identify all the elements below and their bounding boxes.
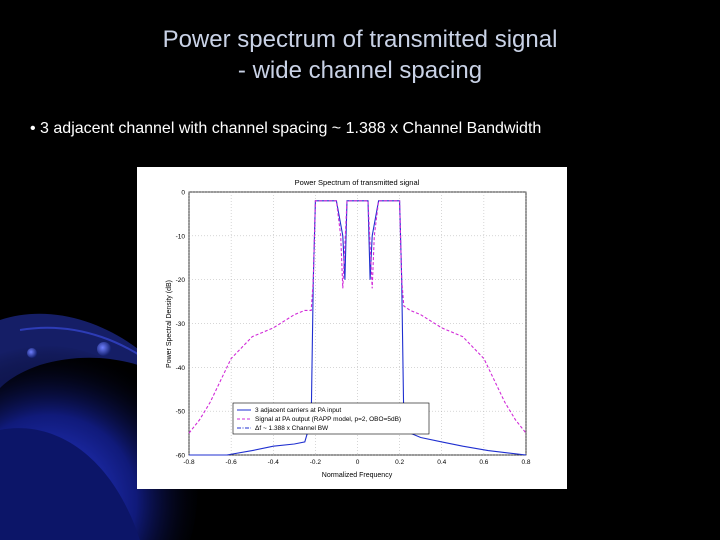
legend-entry-1: 3 adjacent carriers at PA input: [255, 407, 341, 414]
slide-title: Power spectrum of transmitted signal - w…: [0, 24, 720, 86]
bullet-text: • 3 adjacent channel with channel spacin…: [30, 120, 542, 137]
legend-entry-2: Signal at PA output (RAPP model, p=2, OB…: [255, 416, 401, 423]
spectrum-figure: -0.8 -0.6 -0.4 -0.2 0 0.2 0.4 0.6 0.8 0 -10 -20 -30 -…: [137, 167, 567, 489]
y-tick-label: -30: [176, 321, 186, 328]
x-tick-label: 0.4: [437, 459, 446, 466]
axis-ticks: -0.8 -0.6 -0.4 -0.2 0 0.2 0.4 0.6 0.8 0 -10 -20 -30 -…: [176, 190, 531, 467]
y-tick-label: 0: [181, 190, 185, 197]
x-tick-label: 0.6: [479, 459, 488, 466]
y-tick-label: -40: [176, 365, 186, 372]
x-tick-label: -0.2: [310, 459, 322, 466]
x-tick-label: 0.8: [521, 459, 530, 466]
x-tick-label: 0.2: [395, 459, 404, 466]
chart-title: Power Spectrum of transmitted signal: [295, 178, 420, 187]
spectrum-chart: -0.8 -0.6 -0.4 -0.2 0 0.2 0.4 0.6 0.8 0 -10 -20 -30 -…: [166, 178, 531, 479]
y-tick-label: -20: [176, 277, 186, 284]
x-tick-label: 0: [356, 459, 360, 466]
series-layer: [188, 200, 527, 456]
y-tick-label: -10: [176, 233, 186, 240]
title-line-1: Power spectrum of transmitted signal: [162, 26, 558, 53]
series-line-1: [189, 200, 527, 456]
y-tick-label: -60: [176, 453, 186, 460]
legend: 3 adjacent carriers at PA input Signal a…: [232, 402, 430, 435]
x-tick-label: -0.6: [226, 459, 238, 466]
x-tick-label: -0.8: [183, 459, 195, 466]
y-tick-label: -50: [176, 409, 186, 416]
series-line-2: [188, 200, 527, 434]
y-axis-label: Power Spectral Density (dB): [166, 280, 173, 368]
x-tick-label: -0.4: [268, 459, 280, 466]
title-line-2: - wide channel spacing: [237, 57, 483, 84]
x-axis-label: Normalized Frequency: [322, 472, 393, 479]
legend-entry-3: Δf ~ 1.388 x Channel BW: [255, 425, 329, 432]
legend-box: [232, 402, 430, 435]
